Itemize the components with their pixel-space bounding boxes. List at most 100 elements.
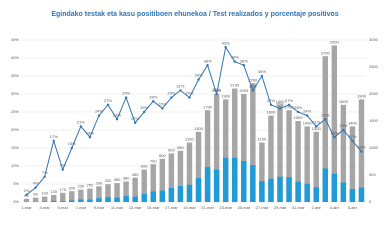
point-label: 22% bbox=[131, 116, 139, 121]
bar bbox=[213, 169, 220, 202]
bar bbox=[96, 186, 102, 202]
bar-label: 1600 bbox=[266, 110, 276, 115]
bar bbox=[105, 184, 111, 202]
x-tick-label: 5-mar bbox=[58, 205, 69, 210]
x-tick-label: 4-abr bbox=[330, 205, 340, 210]
bar bbox=[150, 164, 156, 202]
bar bbox=[159, 190, 166, 202]
line-marker bbox=[88, 136, 92, 139]
point-label: 18% bbox=[330, 130, 338, 135]
bar-label: 450 bbox=[132, 172, 139, 177]
bar bbox=[313, 131, 319, 202]
bar bbox=[250, 83, 256, 202]
bar-label: 700 bbox=[150, 158, 157, 163]
point-label: 21% bbox=[312, 119, 320, 124]
bar-label: 170 bbox=[59, 187, 66, 192]
bar bbox=[340, 104, 347, 202]
bar bbox=[60, 192, 66, 202]
bar-label: 1300 bbox=[312, 126, 322, 131]
point-label: 23% bbox=[113, 112, 121, 117]
y-tick-label: 35% bbox=[11, 73, 19, 78]
bar-label: 1900 bbox=[221, 93, 231, 98]
bar bbox=[50, 200, 57, 202]
line-marker bbox=[206, 63, 209, 67]
line-marker bbox=[52, 139, 55, 142]
bar bbox=[286, 110, 292, 202]
bar-label: 1700 bbox=[203, 104, 213, 109]
y-tick-label: 5% bbox=[13, 181, 19, 186]
bar bbox=[69, 191, 75, 202]
bar-label: 1900 bbox=[357, 93, 367, 98]
line-marker bbox=[43, 175, 46, 178]
bar bbox=[204, 167, 211, 202]
point-label: 7% bbox=[42, 170, 48, 175]
bar bbox=[322, 168, 328, 202]
bar bbox=[349, 126, 356, 202]
line-marker bbox=[179, 89, 182, 92]
bar bbox=[313, 187, 319, 202]
line-marker bbox=[106, 103, 110, 107]
bar-label: 100 bbox=[41, 191, 48, 196]
y-tick-label: 10% bbox=[11, 163, 19, 168]
point-label: 20% bbox=[339, 123, 347, 128]
bar bbox=[259, 142, 265, 202]
x-tick-label: 7-mar bbox=[76, 205, 87, 210]
point-label: 31% bbox=[249, 83, 257, 88]
bar bbox=[259, 181, 265, 202]
line-marker bbox=[224, 46, 227, 49]
x-tick-label: 6-abr bbox=[348, 205, 358, 210]
point-label: 29% bbox=[185, 91, 193, 96]
line-marker bbox=[143, 110, 146, 114]
point-label: 39% bbox=[231, 55, 239, 60]
y2-tick-label: 2500 bbox=[369, 64, 379, 69]
bar-label: 2200 bbox=[248, 77, 258, 82]
y2-tick-label: 2000 bbox=[369, 91, 379, 96]
line-marker bbox=[188, 96, 191, 99]
bar-label: 1100 bbox=[258, 137, 267, 142]
point-label: 27% bbox=[267, 98, 275, 103]
point-label: 25% bbox=[140, 105, 148, 110]
point-label: 27% bbox=[104, 98, 112, 103]
point-label: 27% bbox=[285, 98, 293, 103]
line-marker bbox=[61, 168, 64, 171]
x-tick-label: 17-mar bbox=[165, 205, 178, 210]
point-label: 14% bbox=[357, 145, 365, 150]
point-label: 38% bbox=[240, 58, 248, 63]
y-tick-label: 0% bbox=[13, 199, 19, 204]
bar bbox=[195, 178, 202, 202]
bar bbox=[232, 88, 238, 202]
bar-label: 1800 bbox=[339, 99, 349, 104]
bar bbox=[186, 142, 193, 202]
y2-tick-label: 3000 bbox=[369, 37, 379, 42]
bar-label: 290 bbox=[96, 180, 103, 185]
bar bbox=[322, 56, 328, 203]
line-marker bbox=[315, 125, 318, 128]
point-label: 35% bbox=[258, 69, 266, 74]
bar-label: 380 bbox=[123, 176, 130, 181]
bar bbox=[141, 193, 147, 202]
bar bbox=[331, 45, 338, 203]
point-label: 15% bbox=[68, 141, 76, 146]
bar bbox=[123, 181, 129, 202]
x-tick-label: 23-mar bbox=[219, 205, 232, 210]
bar bbox=[60, 201, 66, 202]
bar bbox=[177, 186, 184, 202]
point-label: 21% bbox=[77, 119, 85, 124]
bar bbox=[23, 198, 30, 202]
point-label: 29% bbox=[122, 91, 130, 96]
bar bbox=[114, 183, 120, 202]
bar bbox=[78, 189, 84, 202]
bar bbox=[195, 131, 202, 202]
bar bbox=[241, 160, 247, 202]
bar bbox=[340, 182, 347, 202]
line-marker bbox=[360, 150, 363, 153]
line-marker bbox=[97, 114, 101, 117]
y2-tick-label: 1000 bbox=[369, 145, 379, 150]
point-label: 9% bbox=[60, 163, 66, 168]
bar bbox=[331, 173, 338, 202]
point-label: 30% bbox=[213, 87, 221, 92]
bar bbox=[186, 184, 193, 202]
bar-label: 900 bbox=[168, 147, 175, 152]
bar bbox=[114, 197, 120, 202]
bar-label: 2100 bbox=[230, 83, 240, 88]
